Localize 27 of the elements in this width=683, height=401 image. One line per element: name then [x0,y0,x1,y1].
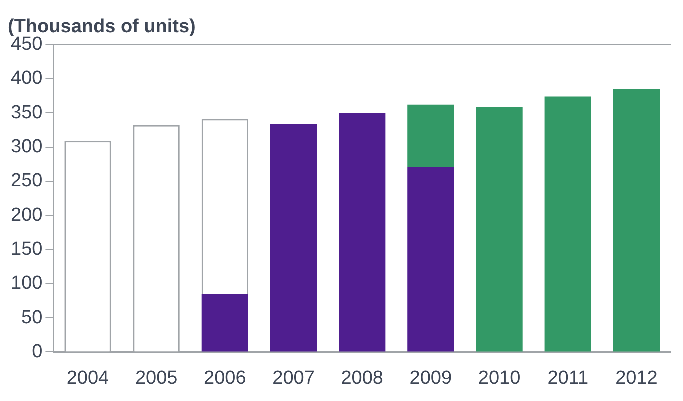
x-tick-label: 2010 [478,368,521,389]
bar [339,113,386,352]
bar [408,104,454,168]
x-tick-label: 2009 [410,368,452,389]
x-tick-label: 2012 [616,368,658,389]
y-tick-label: 400 [11,68,43,90]
y-tick-label: 250 [11,170,43,192]
y-axis-title: (Thousands of units) [8,16,196,38]
bar [544,96,592,352]
bar [476,106,523,352]
y-tick-label: 200 [11,204,43,226]
x-tick-label: 2004 [66,368,110,389]
y-tick-label: 300 [11,136,43,158]
bar [270,124,318,352]
x-tick-label: 2007 [272,368,315,389]
bar [613,89,660,352]
x-tick-label: 2006 [204,368,246,389]
x-tick-label: 2008 [341,368,384,389]
bar [202,294,248,352]
y-tick-label: 0 [32,341,43,362]
x-tick-label: 2005 [135,368,178,389]
y-tick-label: 50 [22,307,43,328]
x-tick-label: 2011 [548,368,589,389]
y-tick-label: 150 [11,238,43,260]
y-tick-label: 350 [11,102,43,124]
y-tick-label: 100 [11,273,43,294]
bar [408,167,454,352]
